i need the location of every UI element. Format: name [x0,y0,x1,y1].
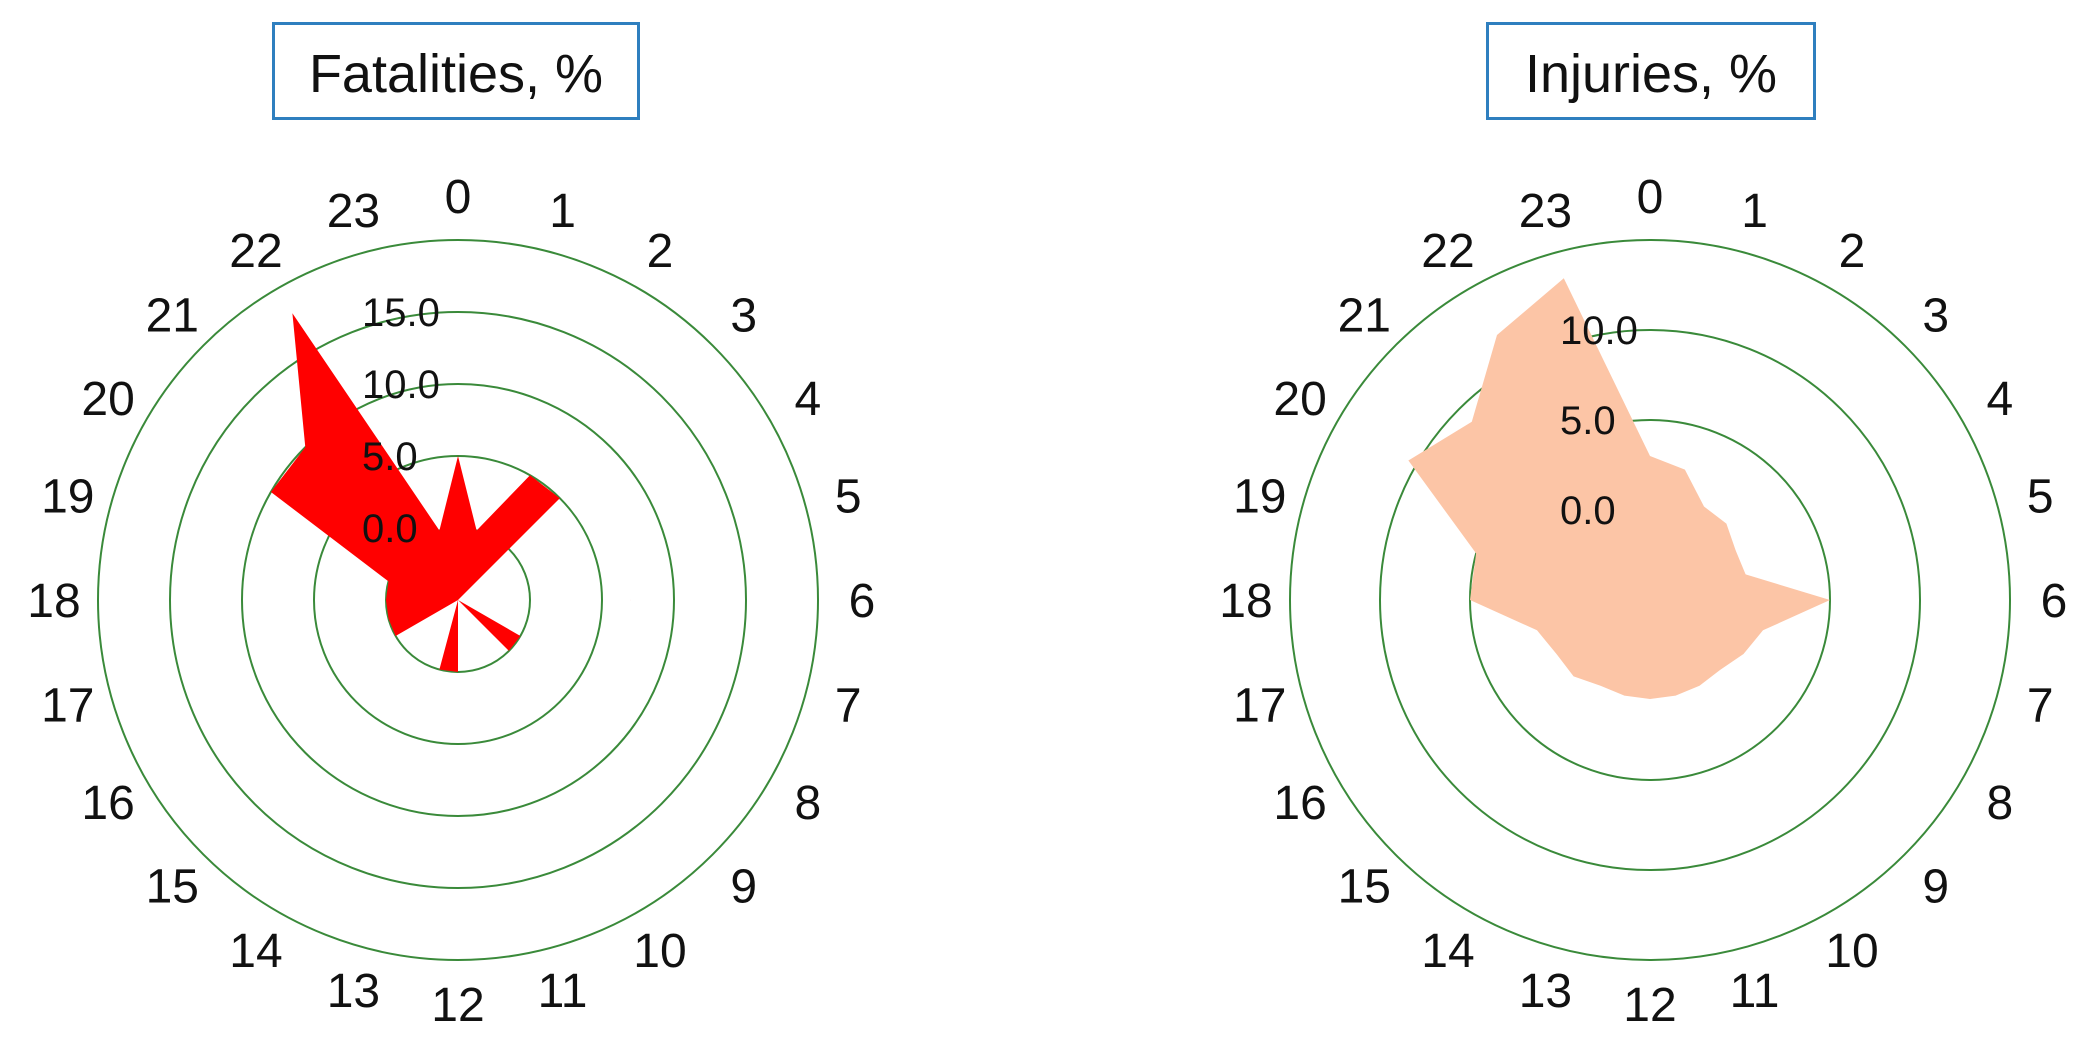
hour-label: 21 [1338,289,1391,342]
hour-label: 6 [849,575,876,628]
hour-label: 7 [835,680,862,733]
hour-label: 15 [1338,861,1391,914]
hour-label: 4 [1987,373,2014,426]
hour-label: 13 [1519,965,1572,1018]
hour-label: 15 [146,861,199,914]
hour-label: 9 [730,861,757,914]
radial-tick-label: 0.0 [1560,489,1616,533]
chart-title: Fatalities, % [272,22,640,120]
hour-label: 9 [1922,861,1949,914]
hour-label: 22 [229,225,282,278]
hour-label: 1 [1741,185,1768,238]
hour-label: 19 [41,470,94,523]
injuries-radar-chart: 0.05.010.00 12345678910111213141516171819… [1219,171,2068,1032]
hour-label: 8 [1987,777,2014,830]
grid-circle [169,311,747,889]
hour-label: 18 [1219,575,1272,628]
hour-label: 18 [27,575,80,628]
radial-tick-label: 5.0 [1560,399,1616,443]
radial-tick-label: 15.0 [362,291,440,335]
chart-title: Injuries, % [1486,22,1816,120]
fatalities-radar-chart: 0.05.010.015.00 1234567891011121314151617… [27,171,876,1032]
hour-label: 5 [2027,470,2054,523]
grid-circle [1379,329,1921,871]
grid-circle [97,239,819,961]
grid-circle [241,383,675,817]
hour-label: 11 [1730,965,1780,1018]
hour-label: 20 [1273,373,1326,426]
hour-label: 17 [41,680,94,733]
hour-label: 3 [1922,289,1949,342]
hour-label: 19 [1233,470,1286,523]
radial-tick-label: 10.0 [1560,309,1638,353]
hour-label: 17 [1233,680,1286,733]
hour-label: 4 [795,373,822,426]
hour-label: 12 [431,979,484,1032]
hour-label: 14 [229,925,282,978]
series-polygon [1408,278,1830,699]
series-polygon [270,313,631,672]
hour-label: 2 [647,225,674,278]
hour-label: 11 [538,965,588,1018]
hour-label: 14 [1421,925,1474,978]
hour-label: 16 [81,777,134,830]
hour-label: 8 [795,777,822,830]
hour-label: 16 [1273,777,1326,830]
hour-label: 6 [2041,575,2068,628]
radial-tick-label: 5.0 [362,435,418,479]
grid-circle [1289,239,2011,961]
hour-label: 10 [633,925,686,978]
hour-label: 5 [835,470,862,523]
radial-tick-label: 0.0 [362,507,418,551]
hour-label: 3 [730,289,757,342]
injuries-panel: Injuries, % 0.0 5.0 10.0 0 1 2 3 4 5 6 7 8 9 10 11 12 13… [1040,0,2080,1056]
hour-label: 10 [1825,925,1878,978]
hour-label: 0 [1637,171,1664,224]
hour-label: 0 [445,171,472,224]
hour-label: 23 [327,185,380,238]
hour-label: 23 [1519,185,1572,238]
hour-label: 12 [1623,979,1676,1032]
hour-label: 22 [1421,225,1474,278]
fatalities-panel: Fatalities, % 0.0 5.0 10.0 15.0 0 1 2 3 4 5 6 7 8 9 10… [27,22,876,1032]
hour-label: 13 [327,965,380,1018]
hour-label: 21 [146,289,199,342]
hour-label: 7 [2027,680,2054,733]
radial-tick-label: 10.0 [362,363,440,407]
hour-label: 2 [1839,225,1866,278]
hour-label: 1 [549,185,576,238]
hour-label: 20 [81,373,134,426]
